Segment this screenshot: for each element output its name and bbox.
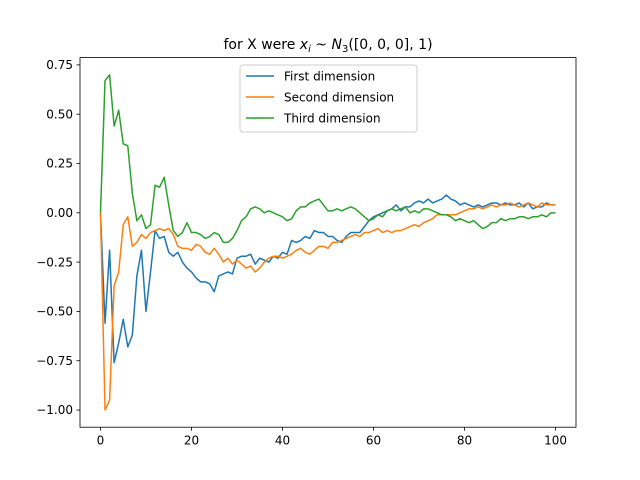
x-axis-ticks: 0 20 40 60 80 100: [97, 427, 567, 448]
chart-title: for X were xi ~ N3([0, 0, 0], 1): [223, 37, 432, 55]
y-tick-label: −0.25: [36, 255, 73, 269]
series-line-first-dimension: [99, 194, 556, 364]
y-tick-label: −0.50: [36, 305, 73, 319]
y-tick-label: 0.25: [46, 157, 73, 171]
axes-frame: [79, 57, 577, 428]
y-tick-label: 0.50: [46, 107, 73, 121]
x-tick-label: 40: [275, 434, 290, 448]
series-line-third-dimension: [99, 74, 556, 244]
legend-box: [239, 64, 418, 133]
legend: First dimension Second dimension Third d…: [239, 64, 418, 133]
legend-label-first-dimension: First dimension: [284, 70, 375, 84]
y-tick-label: −1.00: [36, 403, 73, 417]
y-axis-ticks: −1.00 −0.75 −0.50 −0.25 0.00 0.25 0.50 0.75: [36, 58, 80, 417]
y-tick-label: 0.00: [46, 206, 73, 220]
legend-label-third-dimension: Third dimension: [283, 112, 381, 126]
x-tick-label: 100: [544, 434, 567, 448]
x-tick-label: 80: [457, 434, 472, 448]
x-tick-label: 20: [184, 434, 199, 448]
y-tick-label: −0.75: [36, 354, 73, 368]
legend-label-second-dimension: Second dimension: [284, 91, 394, 105]
series-layer: [99, 74, 556, 411]
x-tick-label: 0: [97, 434, 105, 448]
series-line-second-dimension: [99, 202, 556, 411]
x-tick-label: 60: [366, 434, 381, 448]
y-tick-label: 0.75: [46, 58, 73, 72]
